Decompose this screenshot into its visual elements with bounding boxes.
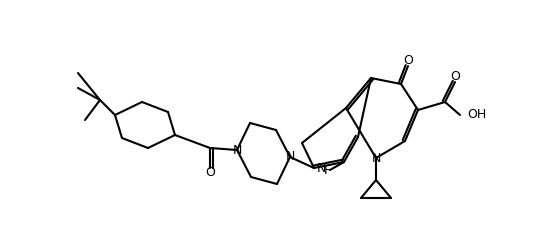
- Text: O: O: [403, 55, 413, 68]
- Text: F: F: [324, 164, 331, 177]
- Text: N: N: [371, 152, 381, 164]
- Text: O: O: [450, 70, 460, 84]
- Text: O: O: [205, 167, 215, 179]
- Text: N: N: [232, 144, 242, 157]
- Text: N: N: [285, 150, 295, 164]
- Text: N: N: [317, 162, 326, 174]
- Text: OH: OH: [467, 109, 486, 122]
